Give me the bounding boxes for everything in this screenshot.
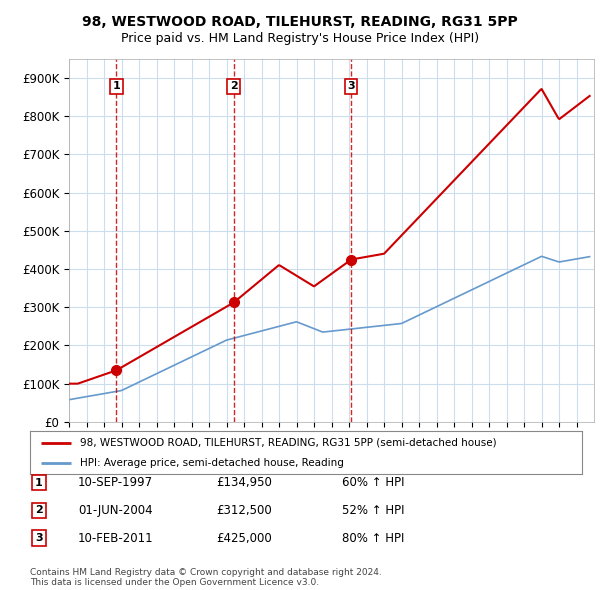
Text: £312,500: £312,500	[216, 504, 272, 517]
Text: 98, WESTWOOD ROAD, TILEHURST, READING, RG31 5PP: 98, WESTWOOD ROAD, TILEHURST, READING, R…	[82, 15, 518, 29]
Text: 10-FEB-2011: 10-FEB-2011	[78, 532, 154, 545]
Text: 2: 2	[230, 81, 238, 91]
Text: Contains HM Land Registry data © Crown copyright and database right 2024.
This d: Contains HM Land Registry data © Crown c…	[30, 568, 382, 587]
Text: 1: 1	[113, 81, 120, 91]
Text: 2: 2	[35, 506, 43, 515]
Text: £134,950: £134,950	[216, 476, 272, 489]
Text: £425,000: £425,000	[216, 532, 272, 545]
Text: 01-JUN-2004: 01-JUN-2004	[78, 504, 152, 517]
Text: Price paid vs. HM Land Registry's House Price Index (HPI): Price paid vs. HM Land Registry's House …	[121, 32, 479, 45]
Text: 1: 1	[35, 478, 43, 487]
Text: 52% ↑ HPI: 52% ↑ HPI	[342, 504, 404, 517]
Text: 3: 3	[347, 81, 355, 91]
Text: 98, WESTWOOD ROAD, TILEHURST, READING, RG31 5PP (semi-detached house): 98, WESTWOOD ROAD, TILEHURST, READING, R…	[80, 438, 496, 448]
Text: HPI: Average price, semi-detached house, Reading: HPI: Average price, semi-detached house,…	[80, 458, 344, 467]
Text: 60% ↑ HPI: 60% ↑ HPI	[342, 476, 404, 489]
Text: 10-SEP-1997: 10-SEP-1997	[78, 476, 153, 489]
Text: 3: 3	[35, 533, 43, 543]
Text: 80% ↑ HPI: 80% ↑ HPI	[342, 532, 404, 545]
